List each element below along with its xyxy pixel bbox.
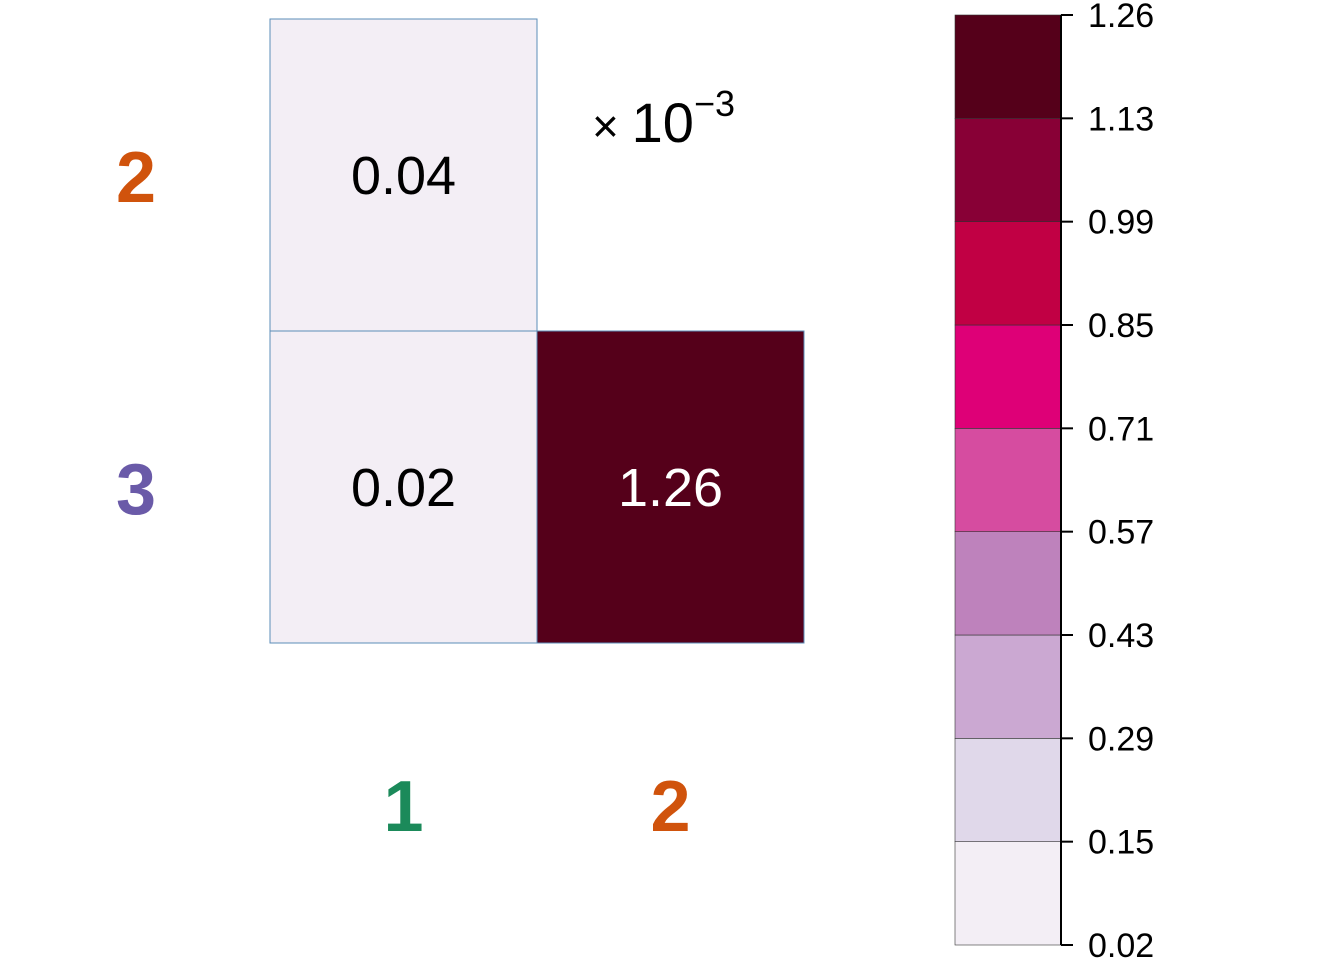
colorbar-tick-label: 0.02 — [1088, 927, 1154, 960]
colorbar-tick-label: 0.85 — [1088, 307, 1154, 345]
colorbar-tick-label: 0.43 — [1088, 617, 1154, 655]
cell-value-label: 1.26 — [618, 458, 723, 518]
cell-value-label: 0.04 — [351, 146, 456, 206]
scale-multiplier: × 10−3 — [592, 83, 735, 154]
heatmap-cells: 0.04 0.02 1.26 — [269, 18, 805, 644]
y-category-label: 3 — [116, 450, 156, 530]
colorbar-tick-label: 0.57 — [1088, 514, 1154, 552]
colorbar-segment — [954, 118, 1062, 222]
cell-value-label: 0.02 — [351, 458, 456, 518]
colorbar-tick-label: 0.29 — [1088, 720, 1154, 758]
colorbar-segment — [954, 738, 1062, 842]
heatmap-cell — [269, 330, 538, 644]
colorbar-segment — [954, 531, 1062, 636]
colorbar-tick-label: 0.99 — [1088, 204, 1154, 242]
colorbar-tick-label: 0.71 — [1088, 410, 1154, 448]
x-category-label: 2 — [650, 767, 690, 847]
colorbar-segment — [954, 428, 1062, 532]
colorbar-segment — [954, 841, 1062, 946]
colorbar-segment — [954, 221, 1062, 326]
heatmap-cell — [269, 18, 538, 332]
x-category-label: 1 — [383, 767, 423, 847]
y-axis-labels: 23 — [116, 138, 156, 530]
y-category-label: 2 — [116, 138, 156, 218]
colorbar: 0.02 0.15 0.29 0.43 0.57 0.71 0.85 0.99 1.13 1.26 — [954, 0, 1154, 960]
heatmap-cell — [536, 330, 805, 644]
colorbar-segment — [954, 14, 1062, 119]
colorbar-tick-label: 1.13 — [1088, 100, 1154, 138]
colorbar-segment — [954, 634, 1062, 739]
colorbar-tick-label: 0.15 — [1088, 824, 1154, 862]
colorbar-segment — [954, 324, 1062, 429]
colorbar-tick-label: 1.26 — [1088, 0, 1154, 35]
